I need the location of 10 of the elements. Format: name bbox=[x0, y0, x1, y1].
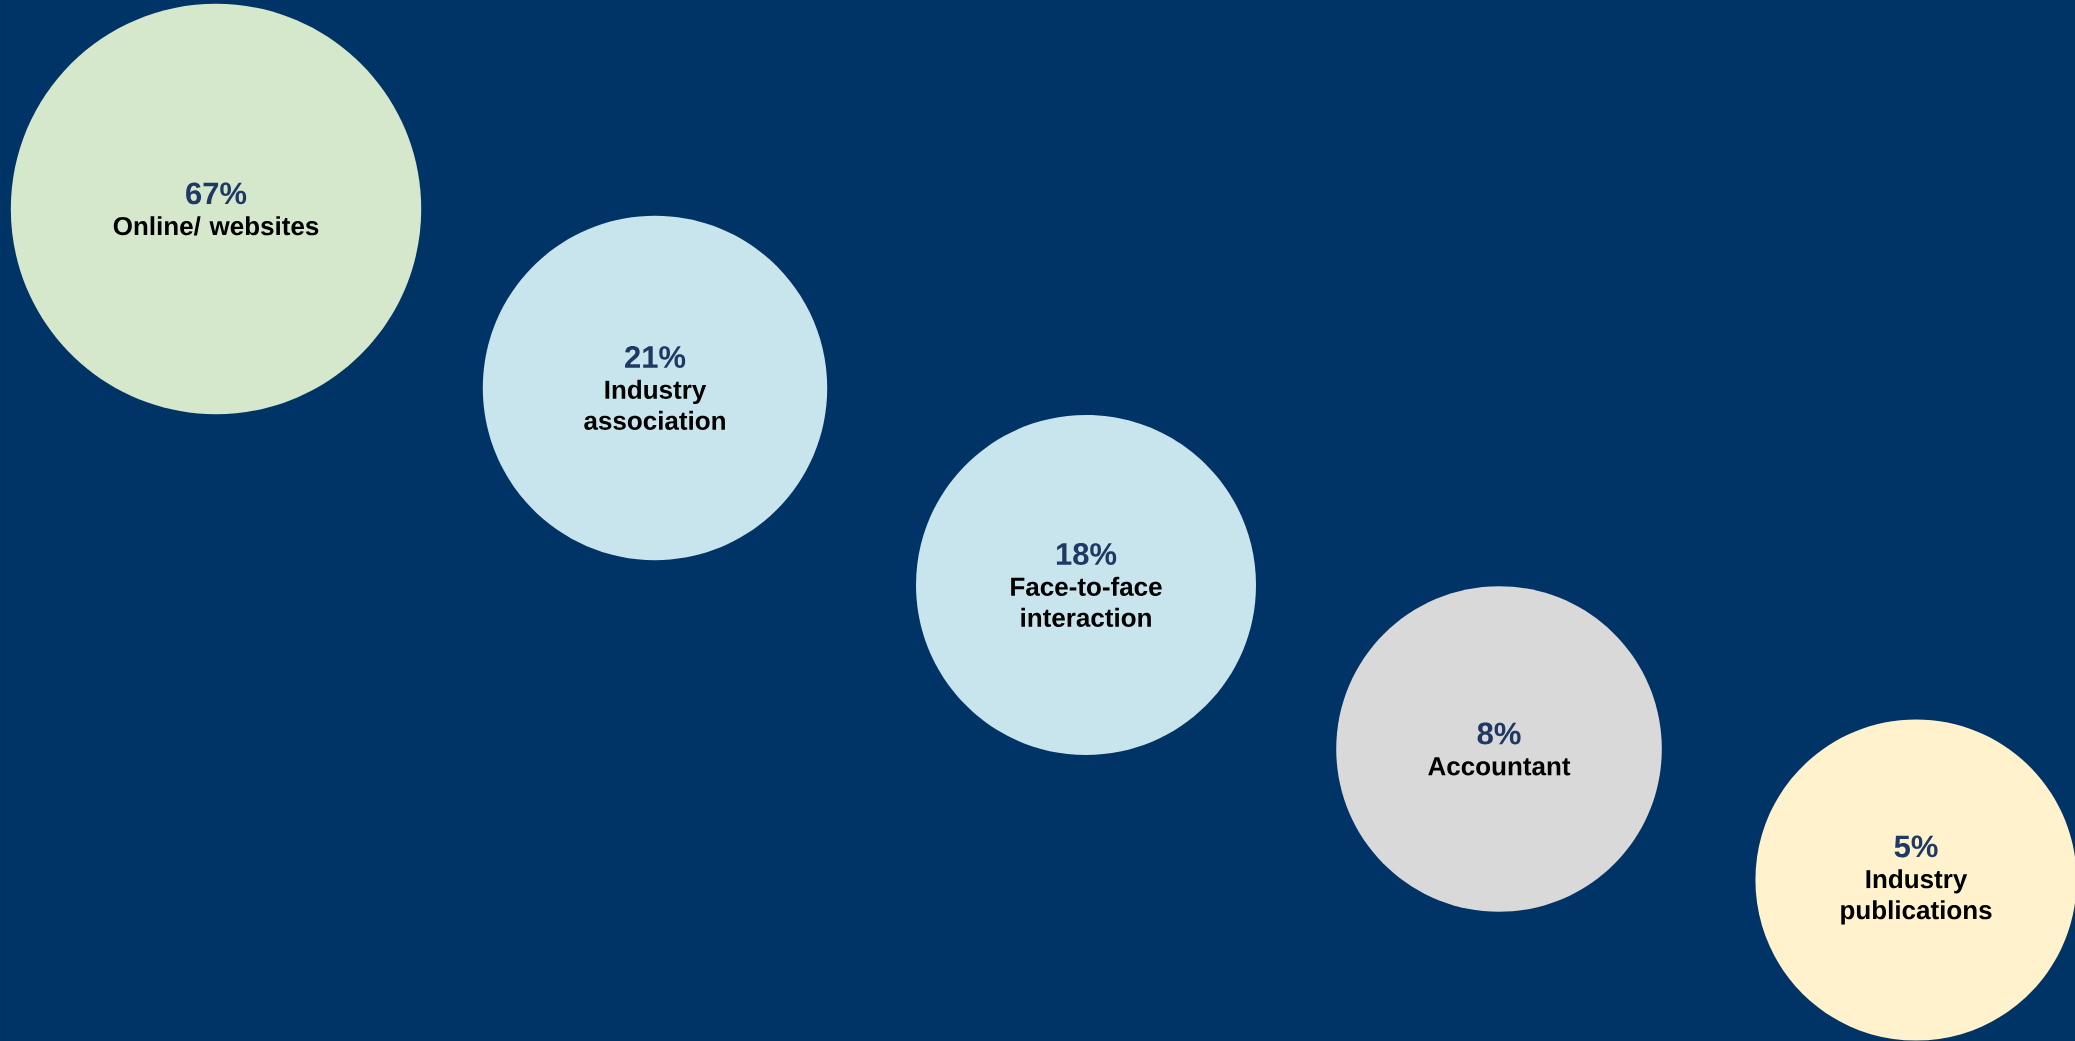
data-label: 8% bbox=[1477, 722, 1521, 745]
data-label: 5% bbox=[1894, 835, 1938, 858]
category-label: Industry association bbox=[584, 379, 725, 430]
data-label: 21% bbox=[625, 346, 686, 368]
category-label: Online/ websites bbox=[113, 216, 319, 236]
category-label: Industry publications bbox=[1841, 869, 1992, 925]
category-label: Face-to-face interaction bbox=[1011, 576, 1162, 627]
data-label: 18% bbox=[1056, 543, 1117, 566]
data-label: 67% bbox=[186, 182, 247, 205]
category-label: Accountant bbox=[1428, 757, 1571, 776]
